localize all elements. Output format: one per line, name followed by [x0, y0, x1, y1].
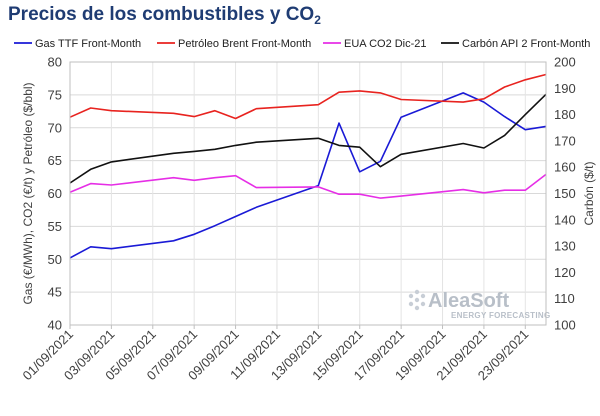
y-right-tick-label: 100 — [554, 318, 576, 333]
chart-title-subscript: 2 — [314, 13, 321, 27]
watermark-tagline: ENERGY FORECASTING — [451, 311, 551, 320]
y-left-tick-label: 55 — [48, 219, 62, 234]
y-left-tick-label: 60 — [48, 186, 62, 201]
axes: 40 45 50 55 60 65 70 75 80 100 110 120 130 140 150 160 1… — [19, 55, 596, 384]
plot-frame — [69, 61, 547, 326]
legend-label-petroleo-brent-front-month: Petróleo Brent Front-Month — [178, 38, 311, 50]
y-left-tick-label: 70 — [48, 120, 62, 135]
chart-title: Precios de los combustibles y CO2 — [8, 4, 321, 27]
y-right-tick-label: 200 — [554, 55, 576, 70]
y-right-tick-label: 120 — [554, 265, 576, 280]
y-left-tick-label: 65 — [48, 153, 62, 168]
series-line-carbon-api-2-front-month — [69, 93, 547, 184]
legend-label-gas-ttf-front-month: Gas TTF Front-Month — [35, 38, 141, 50]
y-left-tick-label: 40 — [48, 318, 62, 333]
y-left-axis-title: Gas (€/MWh), CO2 (€/t) y Petróleo ($/bbl… — [21, 82, 35, 304]
series-line-gas-ttf-front-month — [69, 92, 547, 259]
y-left-tick-label: 75 — [48, 87, 62, 102]
legend: Gas TTF Front-Month Petróleo Brent Front-… — [14, 38, 590, 50]
y-right-axis-title: Carbón ($/t) — [582, 161, 596, 225]
y-right-tick-label: 140 — [554, 212, 576, 227]
watermark-name: AleaSoft — [428, 290, 509, 312]
chart-title-text: Precios de los combustibles y CO — [8, 4, 315, 25]
legend-label-carbon-api-2-front-month: Carbón API 2 Front-Month — [462, 38, 590, 50]
legend-label-eua-co2-dic-21: EUA CO2 Dic-21 — [344, 38, 427, 50]
y-left-tick-label: 80 — [48, 55, 62, 70]
y-right-tick-label: 110 — [554, 291, 575, 306]
y-left-tick-label: 50 — [48, 252, 62, 267]
y-left-tick-label: 45 — [48, 285, 62, 300]
y-right-tick-label: 160 — [554, 160, 576, 175]
series-line-eua-co2-dic-21 — [69, 173, 547, 199]
grid-lines — [69, 61, 546, 326]
y-right-tick-label: 150 — [554, 186, 576, 201]
y-right-tick-label: 130 — [554, 239, 576, 254]
series-lines — [69, 73, 547, 259]
y-right-tick-label: 190 — [554, 81, 576, 96]
series-line-petroleo-brent-front-month — [69, 73, 547, 120]
y-right-tick-label: 170 — [554, 133, 576, 148]
y-right-tick-label: 180 — [554, 107, 576, 122]
watermark-logo: AleaSoft ENERGY FORECASTING — [408, 289, 551, 320]
watermark-dots-icon — [408, 289, 426, 311]
